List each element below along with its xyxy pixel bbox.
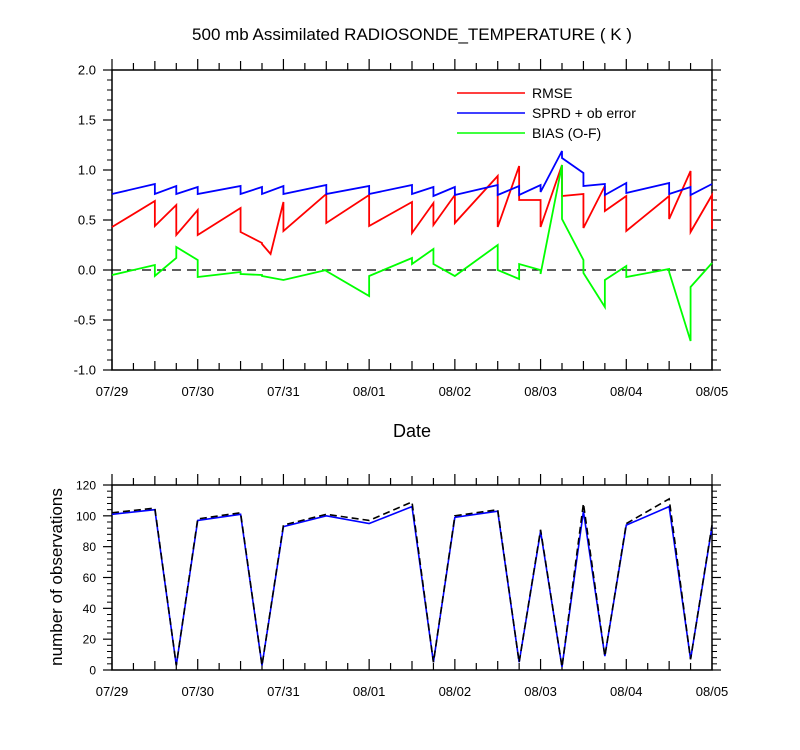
series-line-rmse [111, 164, 713, 256]
x-tick-label: 07/29 [96, 384, 129, 399]
y-tick-label: 0 [89, 664, 96, 678]
x-tick-label: 08/02 [439, 684, 472, 699]
y-tick-label: 100 [76, 509, 96, 523]
y-tick-label: 0.0 [78, 263, 96, 278]
x-tick-label: 08/05 [696, 684, 729, 699]
bottom-panel-series [111, 497, 713, 668]
x-tick-label: 08/01 [353, 384, 386, 399]
series-line-bias-o-f [111, 164, 713, 342]
bottom-panel-y-tick-labels: 0 20 40 60 80 100 120 [76, 479, 96, 678]
y-axis-label-observations: number of observations [47, 488, 66, 666]
x-tick-label: 07/30 [181, 384, 214, 399]
series-line-sprd-ob-error [111, 150, 713, 198]
y-tick-label: 80 [83, 540, 97, 554]
x-tick-label: 08/02 [439, 384, 472, 399]
bottom-panel-ticks [103, 474, 721, 671]
series-line-available [111, 497, 713, 668]
legend-label-bias: BIAS (O-F) [532, 125, 601, 141]
y-tick-label: 40 [83, 602, 97, 616]
legend-label-sprd: SPRD + ob error [532, 105, 636, 121]
top-panel-series [111, 150, 713, 342]
y-tick-label: 60 [83, 571, 97, 585]
series-line-assimilated [111, 505, 713, 668]
y-tick-label: 1.0 [78, 163, 96, 178]
y-tick-label: -0.5 [74, 313, 96, 328]
y-tick-label: 1.5 [78, 113, 96, 128]
legend: RMSE SPRD + ob error BIAS (O-F) [457, 85, 636, 141]
x-tick-label: 08/04 [610, 384, 643, 399]
y-tick-label: -1.0 [74, 363, 96, 378]
bottom-panel-frame [111, 484, 713, 671]
chart-title: 500 mb Assimilated RADIOSONDE_TEMPERATUR… [192, 25, 632, 44]
x-tick-label: 08/04 [610, 684, 643, 699]
x-tick-label: 07/30 [181, 684, 214, 699]
top-panel-ticks [103, 59, 721, 371]
x-tick-label: 07/29 [96, 684, 129, 699]
legend-label-rmse: RMSE [532, 85, 572, 101]
y-tick-label: 20 [83, 633, 97, 647]
top-panel-x-tick-labels: 07/29 07/30 07/31 08/01 08/02 08/03 08/04 08/05 [96, 384, 729, 399]
x-tick-label: 08/03 [524, 384, 557, 399]
x-tick-label: 07/31 [267, 684, 300, 699]
x-tick-label: 08/03 [524, 684, 557, 699]
top-panel-y-tick-labels: -1.0 -0.5 0.0 0.5 1.0 1.5 2.0 [74, 63, 96, 378]
y-tick-label: 0.5 [78, 213, 96, 228]
y-tick-label: 2.0 [78, 63, 96, 78]
x-tick-label: 08/05 [696, 384, 729, 399]
bottom-panel-x-tick-labels: 07/29 07/30 07/31 08/01 08/02 08/03 08/04 08/05 [96, 684, 729, 699]
y-tick-label: 120 [76, 479, 96, 493]
x-tick-label: 08/01 [353, 684, 386, 699]
x-tick-label: 07/31 [267, 384, 300, 399]
x-axis-label: Date [393, 421, 431, 441]
